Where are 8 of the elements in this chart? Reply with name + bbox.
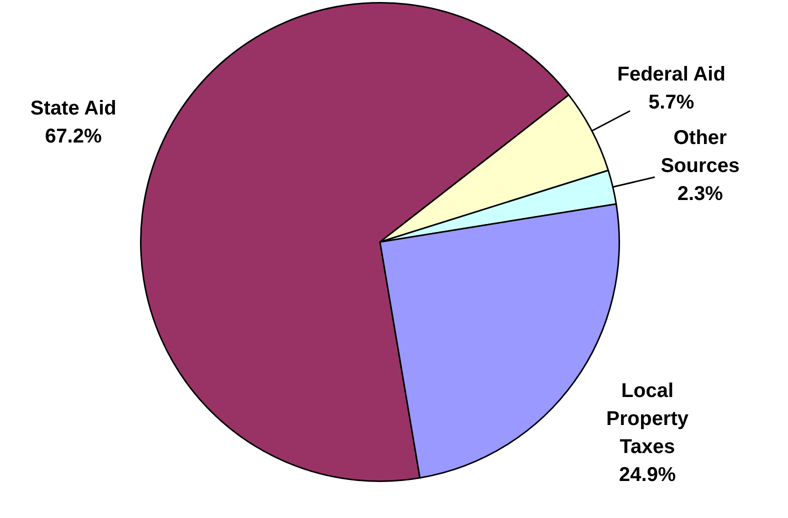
slice-label: Local Property Taxes [606,380,690,458]
slice-label: State Aid [30,97,116,120]
slice-label: Other Sources [660,126,740,177]
data-label: 24.9% [619,464,676,486]
slice-label: Federal Aid [617,64,726,86]
data-label: 67.2% [45,125,102,148]
data-label: 2.3% [677,182,724,205]
data-label: 5.7% [648,92,694,114]
